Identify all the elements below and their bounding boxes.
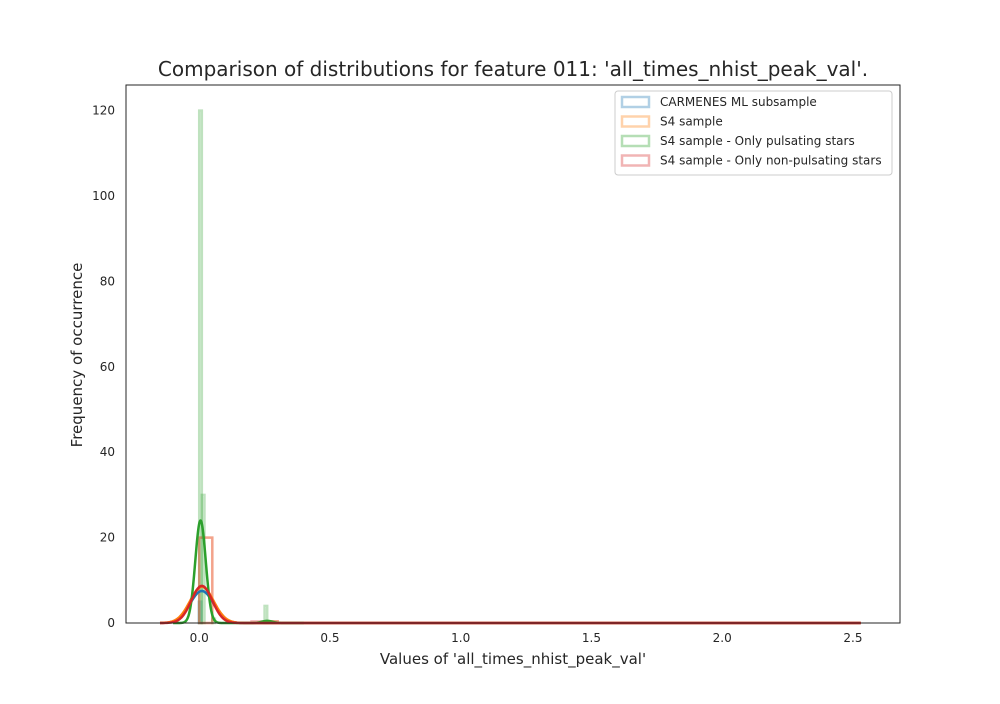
y-tick-label: 20 — [100, 531, 115, 545]
legend-label: S4 sample - Only pulsating stars — [660, 134, 855, 148]
x-tick-label: 1.0 — [451, 631, 470, 645]
x-tick-label: 1.5 — [582, 631, 601, 645]
x-tick-label: 0.0 — [190, 631, 209, 645]
legend-swatch — [620, 154, 651, 167]
y-tick-label: 100 — [92, 189, 115, 203]
legend-label: CARMENES ML subsample — [660, 95, 817, 109]
y-tick-label: 40 — [100, 445, 115, 459]
y-tick-label: 120 — [92, 104, 115, 118]
chart-title: Comparison of distributions for feature … — [158, 57, 868, 81]
y-tick-label: 60 — [100, 360, 115, 374]
legend-box — [614, 90, 893, 176]
x-axis-label: Values of 'all_times_nhist_peak_val' — [380, 650, 646, 669]
legend: CARMENES ML subsample S4 sample S4 sample … — [614, 90, 893, 176]
axis-ticks: 0.0 0.5 1.0 1.5 2.0 2.5 0 20 40 60 80 100 120 — [92, 104, 862, 645]
y-tick-label: 0 — [107, 616, 115, 630]
y-tick-label: 80 — [100, 274, 115, 288]
legend-label: S4 sample - Only non-pulsating stars — [660, 154, 882, 168]
plot-frame — [125, 84, 901, 624]
kde-line — [172, 519, 305, 625]
x-tick-label: 2.5 — [843, 631, 862, 645]
legend-label: S4 sample — [660, 115, 723, 129]
y-axis-label: Frequency of occurrence — [68, 263, 86, 448]
legend-swatch — [620, 95, 651, 109]
x-tick-label: 0.5 — [320, 631, 339, 645]
plot-content — [159, 109, 861, 625]
x-tick-label: 2.0 — [713, 631, 732, 645]
legend-swatch — [620, 134, 651, 148]
hist-bar — [200, 493, 206, 625]
legend-swatch — [620, 115, 651, 128]
